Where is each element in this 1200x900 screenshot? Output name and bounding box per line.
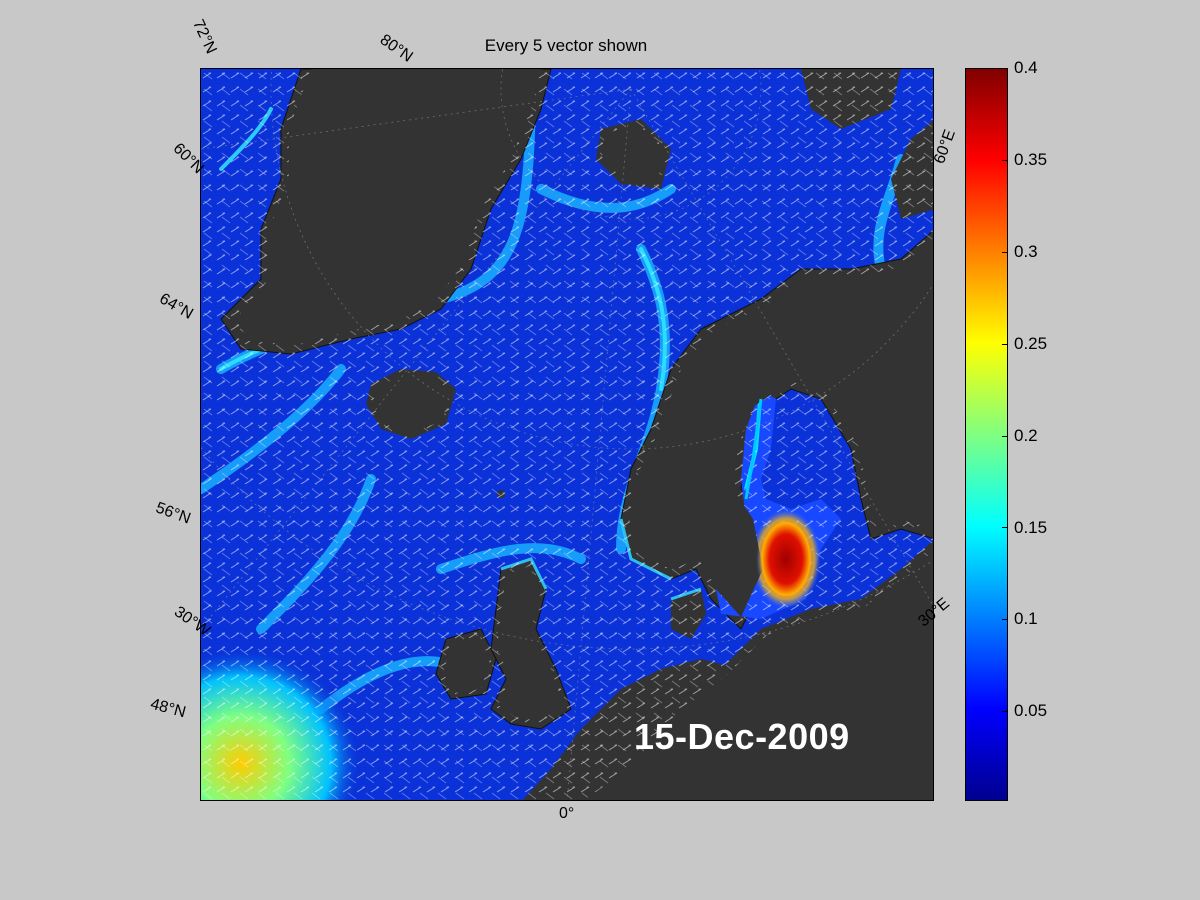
current-speed-map bbox=[200, 68, 934, 801]
lon-label-60e: 60°E bbox=[931, 127, 959, 167]
lat-label-72n: 72°N bbox=[189, 16, 220, 57]
colorbar bbox=[965, 68, 1008, 801]
colorbar-tick-label: 0.25 bbox=[1014, 334, 1048, 353]
colorbar-tick-label: 0.2 bbox=[1014, 426, 1038, 445]
lon-label-0: 0° bbox=[559, 805, 575, 822]
colorbar-tick-label: 0.05 bbox=[1014, 701, 1048, 720]
colorbar-tick-label: 0.35 bbox=[1014, 150, 1048, 169]
lat-label-64n: 64°N bbox=[156, 290, 196, 323]
lat-label-48n: 48°N bbox=[148, 695, 188, 722]
graticule bbox=[201, 69, 933, 800]
figure-title: Every 5 vector shown bbox=[484, 36, 648, 55]
lat-label-56n: 56°N bbox=[153, 499, 193, 528]
colorbar-tick-label: 0.4 bbox=[1014, 58, 1038, 77]
colorbar-tick-label: 0.15 bbox=[1014, 518, 1048, 537]
colorbar-tick-label: 0.1 bbox=[1014, 609, 1038, 628]
colorbar-tick-label: 0.3 bbox=[1014, 242, 1038, 261]
date-stamp: 15-Dec-2009 bbox=[634, 716, 850, 757]
map-canvas bbox=[201, 69, 933, 800]
